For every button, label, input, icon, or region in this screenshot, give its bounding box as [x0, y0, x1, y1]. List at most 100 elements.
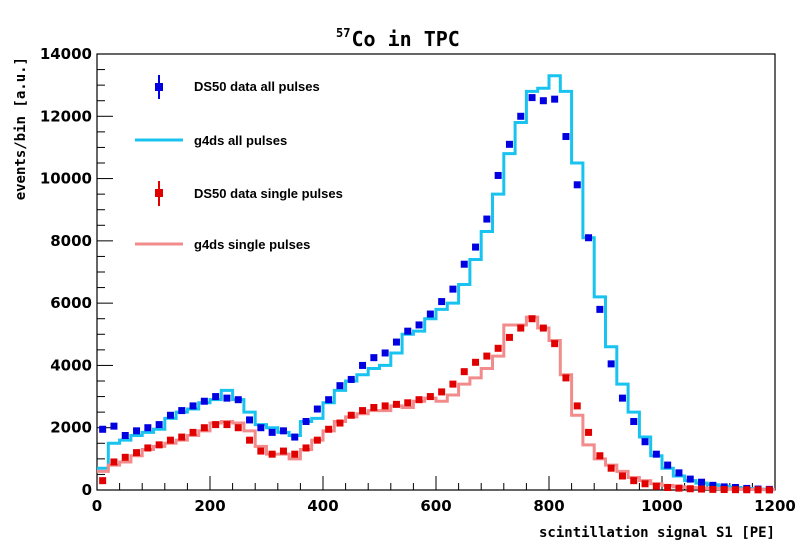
data-point-ds50-data-all-pulses — [347, 375, 355, 383]
data-point-ds50-data-single-pulses — [731, 486, 739, 494]
data-point-ds50-data-all-pulses — [268, 428, 276, 436]
data-point-ds50-data-single-pulses — [381, 402, 389, 410]
x-axis-ticks: 0 200 400 600 800 1000 1200 — [92, 476, 796, 515]
data-point-ds50-data-single-pulses — [313, 436, 321, 444]
data-point-ds50-data-single-pulses — [562, 374, 570, 382]
chart-title: 57Co in TPC — [336, 26, 460, 51]
data-point-ds50-data-all-pulses — [325, 396, 333, 404]
data-point-ds50-data-all-pulses — [675, 469, 683, 477]
data-point-ds50-data-single-pulses — [325, 425, 333, 433]
data-point-ds50-data-all-pulses — [359, 361, 367, 369]
data-point-ds50-data-single-pulses — [257, 447, 265, 455]
data-point-ds50-data-all-pulses — [121, 432, 129, 439]
x-tick-label: 0 — [92, 497, 102, 515]
data-point-ds50-data-single-pulses — [675, 484, 683, 492]
title-superscript: 57 — [336, 26, 350, 40]
y-tick-label: 6000 — [50, 294, 92, 312]
y-tick-label: 0 — [82, 481, 92, 499]
data-point-ds50-data-single-pulses — [698, 485, 706, 493]
data-point-ds50-data-all-pulses — [415, 321, 423, 329]
data-point-ds50-data-all-pulses — [551, 95, 559, 103]
data-point-ds50-data-single-pulses — [630, 477, 638, 485]
data-point-ds50-data-all-pulses — [189, 402, 197, 410]
data-point-ds50-data-single-pulses — [618, 472, 626, 480]
series-layer — [97, 74, 775, 494]
data-point-ds50-data-single-pulses — [472, 358, 480, 366]
y-tick-label: 8000 — [50, 232, 92, 250]
data-point-ds50-data-single-pulses — [404, 399, 412, 407]
data-point-ds50-data-all-pulses — [336, 382, 344, 390]
data-point-ds50-data-all-pulses — [585, 234, 593, 242]
data-point-ds50-data-single-pulses — [551, 340, 559, 348]
data-point-ds50-data-single-pulses — [189, 428, 197, 436]
data-point-ds50-data-all-pulses — [133, 427, 141, 435]
data-point-ds50-data-single-pulses — [528, 315, 536, 323]
data-point-ds50-data-single-pulses — [596, 452, 604, 460]
data-point-ds50-data-all-pulses — [528, 94, 536, 102]
data-point-ds50-data-single-pulses — [166, 436, 174, 444]
data-point-ds50-data-all-pulses — [200, 397, 208, 405]
data-point-ds50-data-all-pulses — [505, 140, 513, 148]
data-point-ds50-data-all-pulses — [664, 461, 672, 469]
data-point-ds50-data-single-pulses — [754, 486, 762, 494]
legend-entry-ds50-all: DS50 data all pulses — [155, 75, 320, 99]
data-point-ds50-data-all-pulses — [404, 327, 412, 335]
data-point-ds50-data-single-pulses — [686, 485, 694, 493]
data-point-ds50-data-all-pulses — [686, 475, 694, 483]
legend-label-ds50-single: DS50 data single pulses — [194, 186, 343, 201]
data-point-ds50-data-single-pulses — [573, 402, 581, 410]
legend-label-g4ds-single: g4ds single pulses — [194, 237, 310, 252]
title-main: Co in TPC — [351, 27, 459, 51]
series-line-g4ds-single-pulses — [97, 315, 775, 492]
legend-label-g4ds-all: g4ds all pulses — [194, 133, 287, 148]
data-point-ds50-data-single-pulses — [438, 388, 446, 396]
data-point-ds50-data-all-pulses — [426, 310, 434, 318]
y-tick-label: 2000 — [50, 419, 92, 437]
data-point-ds50-data-all-pulses — [291, 433, 299, 441]
data-point-ds50-data-all-pulses — [630, 417, 638, 425]
x-tick-label: 200 — [194, 497, 225, 515]
data-point-ds50-data-all-pulses — [178, 407, 186, 415]
y-axis-ticks: 0 2000 4000 6000 8000 10000 12000 14000 — [40, 45, 113, 499]
data-point-ds50-data-single-pulses — [133, 449, 141, 457]
data-point-ds50-data-all-pulses — [494, 171, 502, 179]
data-point-ds50-data-single-pulses — [121, 453, 129, 461]
data-point-ds50-data-single-pulses — [743, 486, 751, 494]
data-point-ds50-data-single-pulses — [415, 396, 423, 404]
data-point-ds50-data-single-pulses — [144, 444, 152, 452]
data-point-ds50-data-all-pulses — [539, 97, 547, 105]
data-point-ds50-data-all-pulses — [472, 243, 480, 251]
data-point-ds50-data-all-pulses — [302, 417, 310, 425]
data-point-ds50-data-single-pulses — [505, 333, 513, 341]
data-point-ds50-data-all-pulses — [709, 481, 717, 489]
legend-marker-ds50-single — [155, 189, 163, 197]
data-point-ds50-data-single-pulses — [291, 450, 299, 458]
data-point-ds50-data-single-pulses — [234, 424, 242, 432]
data-point-ds50-data-all-pulses — [313, 405, 321, 413]
data-point-ds50-data-single-pulses — [539, 324, 547, 332]
legend: DS50 data all pulses g4ds all pulses DS5… — [135, 75, 343, 252]
data-point-ds50-data-single-pulses — [359, 407, 367, 415]
data-point-ds50-data-all-pulses — [223, 394, 231, 402]
plot-frame — [96, 53, 776, 491]
legend-entry-g4ds-all: g4ds all pulses — [135, 133, 287, 148]
data-point-ds50-data-single-pulses — [720, 486, 728, 494]
data-point-ds50-data-single-pulses — [426, 393, 434, 401]
data-point-ds50-data-all-pulses — [166, 411, 174, 419]
x-tick-label: 1000 — [641, 497, 683, 515]
data-point-ds50-data-single-pulses — [212, 421, 220, 429]
data-point-ds50-data-all-pulses — [573, 181, 581, 189]
data-point-ds50-data-single-pulses — [279, 447, 287, 455]
data-point-ds50-data-single-pulses — [709, 485, 717, 493]
data-point-ds50-data-all-pulses — [392, 338, 400, 346]
data-point-ds50-data-single-pulses — [392, 400, 400, 408]
x-tick-label: 800 — [533, 497, 564, 515]
data-point-ds50-data-single-pulses — [585, 428, 593, 436]
data-point-ds50-data-single-pulses — [607, 464, 615, 472]
y-tick-label: 4000 — [50, 356, 92, 374]
legend-marker-ds50-all — [155, 83, 163, 91]
data-point-ds50-data-all-pulses — [596, 305, 604, 313]
data-point-ds50-data-all-pulses — [641, 438, 649, 446]
data-point-ds50-data-all-pulses — [279, 427, 287, 435]
data-point-ds50-data-single-pulses — [223, 421, 231, 429]
